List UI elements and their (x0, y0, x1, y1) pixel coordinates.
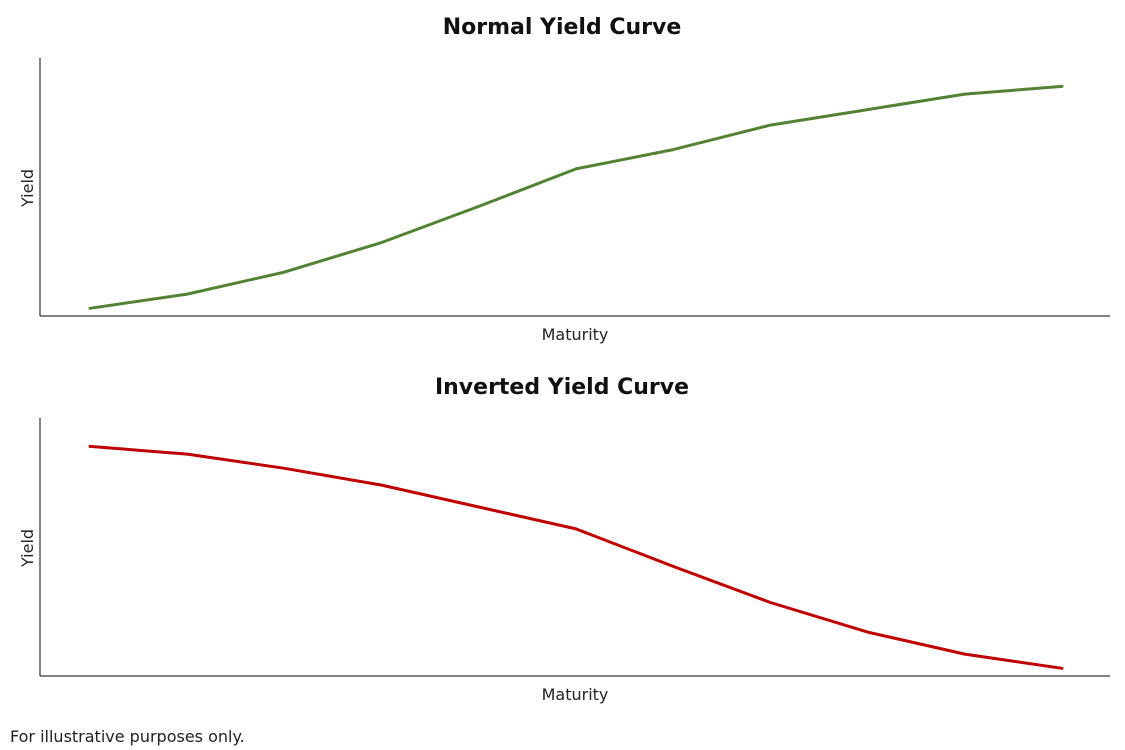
series-inverted (88, 444, 1064, 670)
y-axis-label-normal: Yield (18, 169, 37, 208)
normal-yield-chart: Normal Yield Curve Yield Maturity (18, 15, 1110, 344)
series-normal (88, 84, 1064, 310)
footnote: For illustrative purposes only. (10, 727, 245, 746)
inverted-yield-chart: Inverted Yield Curve Yield Maturity (18, 375, 1110, 704)
chart-title-inverted: Inverted Yield Curve (435, 375, 689, 400)
x-axis-label-normal: Maturity (542, 325, 609, 344)
x-axis-label-inverted: Maturity (542, 685, 609, 704)
y-axis-label-inverted: Yield (18, 529, 37, 568)
chart-title-normal: Normal Yield Curve (443, 15, 682, 40)
series-line-0-0 (88, 84, 1064, 310)
series-line-1-0 (88, 444, 1064, 670)
